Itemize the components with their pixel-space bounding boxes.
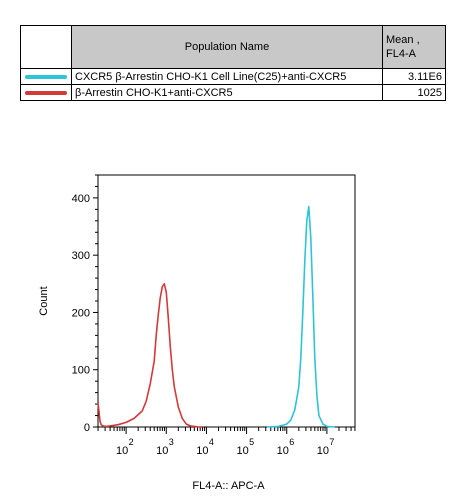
series-cyan-line	[266, 205, 335, 428]
legend-swatch-red	[25, 90, 67, 95]
y-tick-label: 200	[72, 307, 90, 319]
legend-header-mean-text: Mean , FL4-A	[386, 34, 420, 60]
x-tick-exponent: 6	[289, 437, 294, 447]
x-tick-label: 10	[156, 445, 168, 457]
legend-row-name: CXCR5 β-Arrestin CHO-K1 Cell Line(C25)+a…	[71, 68, 383, 85]
legend-swatch-cyan	[25, 74, 67, 79]
y-tick-label: 0	[84, 422, 90, 434]
x-tick-label: 10	[317, 445, 329, 457]
x-tick-exponent: 5	[249, 437, 254, 447]
x-tick-label: 10	[277, 445, 289, 457]
x-tick-label: 10	[196, 445, 208, 457]
legend-header-blank	[20, 25, 72, 69]
legend-header-mean: Mean , FL4-A	[382, 25, 446, 69]
y-tick-label: 100	[72, 365, 90, 377]
series-red-line	[97, 282, 203, 428]
chart-series	[97, 205, 335, 428]
x-tick-exponent: 2	[129, 437, 134, 447]
x-tick-label: 10	[116, 445, 128, 457]
x-tick-label: 10	[236, 445, 248, 457]
chart-axes	[93, 174, 356, 434]
legend-table: Population Name Mean , FL4-A CXCR5 β-Arre…	[20, 25, 446, 101]
y-tick-label: 400	[72, 193, 90, 205]
x-axis-label: FL4-A:: APC-A	[192, 480, 265, 492]
x-tick-exponent: 3	[169, 437, 174, 447]
legend-row-mean: 1025	[382, 84, 446, 101]
legend-header-name: Population Name	[71, 25, 383, 69]
y-axis-label: Count	[38, 286, 50, 315]
y-tick-label: 300	[72, 250, 90, 262]
x-tick-exponent: 7	[329, 437, 334, 447]
legend-row-name: β-Arrestin CHO-K1+anti-CXCR5	[71, 84, 383, 101]
x-tick-exponent: 4	[209, 437, 214, 447]
legend-swatch-cell	[20, 84, 72, 101]
